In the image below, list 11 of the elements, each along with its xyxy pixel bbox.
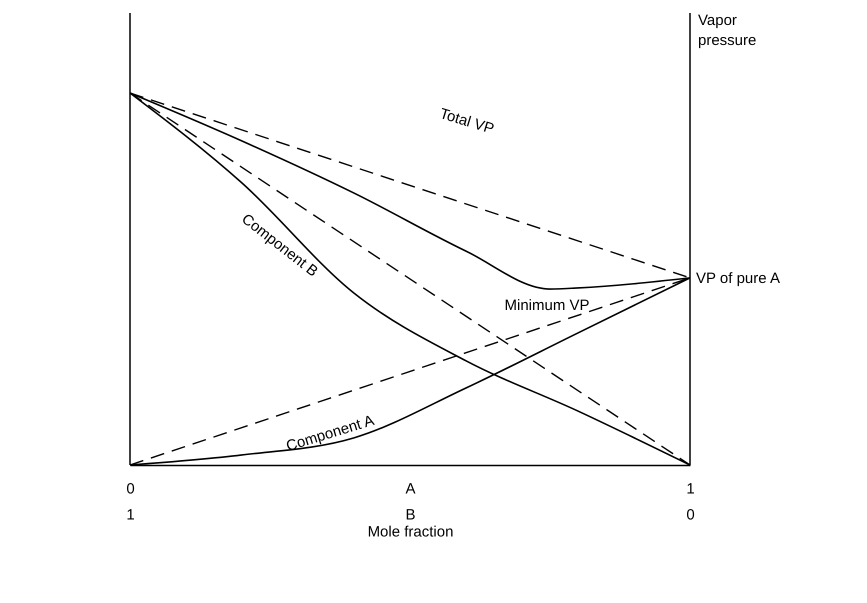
annotation: VP of pure A — [696, 270, 780, 287]
x2-tick-label: 1 — [126, 506, 135, 524]
annotation: Total VP — [438, 105, 496, 138]
x-tick-label: A — [405, 480, 416, 498]
x2-tick-label: 0 — [686, 506, 695, 524]
x-tick-label: 0 — [126, 480, 135, 498]
x-tick-label: 1 — [686, 480, 695, 498]
annotation: Minimum VP — [504, 297, 590, 314]
x2-tick-label: B — [405, 506, 416, 524]
x-axis-title: Mole fraction — [368, 524, 454, 540]
y-axis-title: Vapor pressure — [698, 12, 756, 49]
